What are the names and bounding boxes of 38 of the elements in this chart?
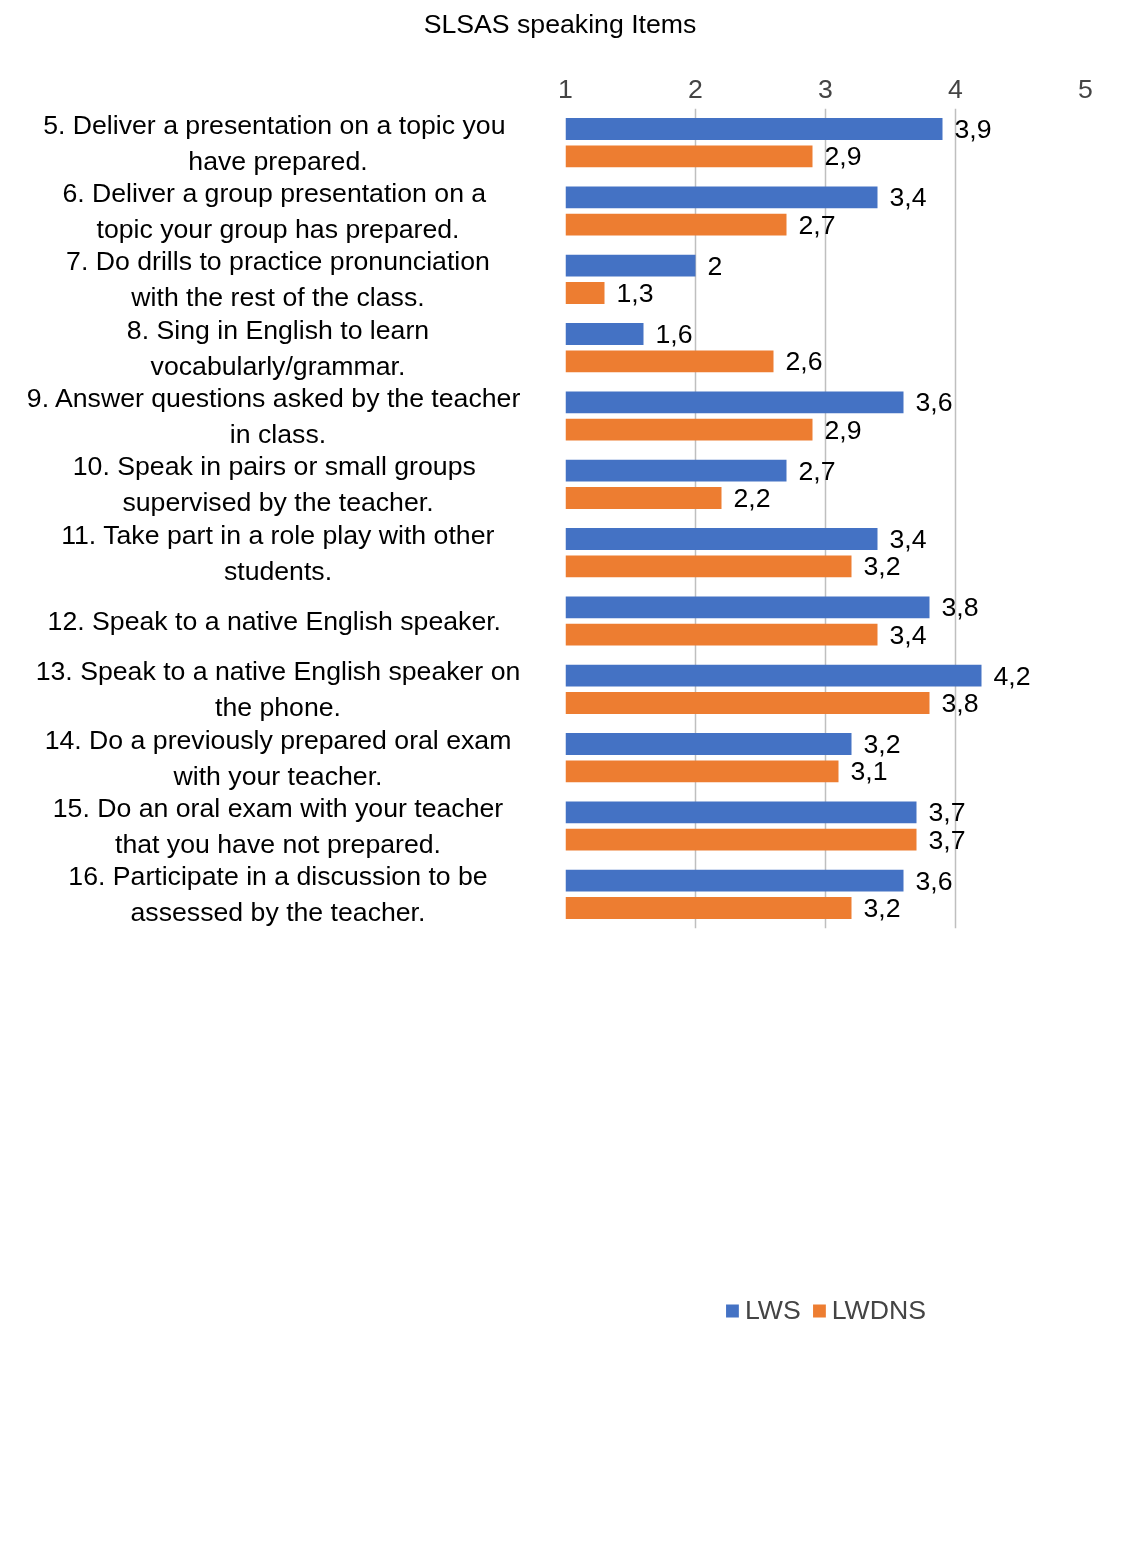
- y-tick-label: 6. Deliver a group presentation on a topic your group has prepared.: [62, 178, 487, 245]
- y-tick-label: 8. Sing in English to learn vocabularly/grammar.: [126, 314, 430, 381]
- data-label: 3,6: [915, 865, 953, 896]
- data-label: 1,6: [655, 319, 693, 350]
- data-label: 3,9: [954, 114, 992, 145]
- data-label: 2,9: [824, 414, 862, 445]
- data-label: 3,6: [915, 387, 953, 418]
- data-label: 3,8: [941, 592, 979, 623]
- data-label: 3,8: [941, 688, 979, 719]
- data-label: 2: [707, 250, 723, 281]
- data-label: 1,3: [616, 278, 654, 309]
- y-tick-label: 10. Speak in pairs or small groups supervised by the teacher.: [72, 451, 476, 518]
- data-label: 4,2: [993, 660, 1031, 691]
- data-label: 2,2: [733, 483, 771, 514]
- x-tick-label: 4: [948, 73, 964, 104]
- y-tick-label: 15. Do an oral exam with your teacher that you have not prepared.: [52, 793, 504, 860]
- data-label: 3,4: [889, 619, 927, 650]
- y-tick-label: 5. Deliver a presentation on a topic you have prepared.: [43, 109, 506, 176]
- x-tick-label: 2: [688, 73, 703, 104]
- y-tick-label: 9. Answer questions asked by the teacher in class.: [26, 383, 521, 450]
- x-tick-label: 5: [1078, 73, 1093, 104]
- chart-title: SLSAS speaking Items: [423, 8, 697, 41]
- x-tick-label: 1: [558, 73, 573, 104]
- data-label: 3,2: [863, 893, 901, 924]
- y-tick-label: 14. Do a previously prepared oral exam with your teacher.: [44, 724, 512, 791]
- data-label: 3,4: [889, 182, 927, 213]
- y-tick-label: 16. Participate in a discussion to be assessed by the teacher.: [68, 861, 488, 928]
- legend-label: LWDNS: [831, 1294, 927, 1326]
- data-label: 2,7: [798, 209, 836, 240]
- data-label: 2,7: [798, 455, 836, 486]
- data-label: 2,9: [824, 141, 862, 172]
- y-tick-label: 12. Speak to a native English speaker.: [47, 606, 502, 637]
- y-tick-label: 11. Take part in a role play with other students.: [61, 519, 495, 586]
- y-tick-label: 7. Do drills to practice pronunciation with the rest of the class.: [66, 246, 490, 313]
- x-tick-label: 3: [818, 73, 833, 104]
- y-tick-label: 13. Speak to a native English speaker on the phone.: [35, 656, 521, 723]
- data-label: 2,6: [785, 346, 823, 377]
- legend-label: LWS: [744, 1294, 801, 1326]
